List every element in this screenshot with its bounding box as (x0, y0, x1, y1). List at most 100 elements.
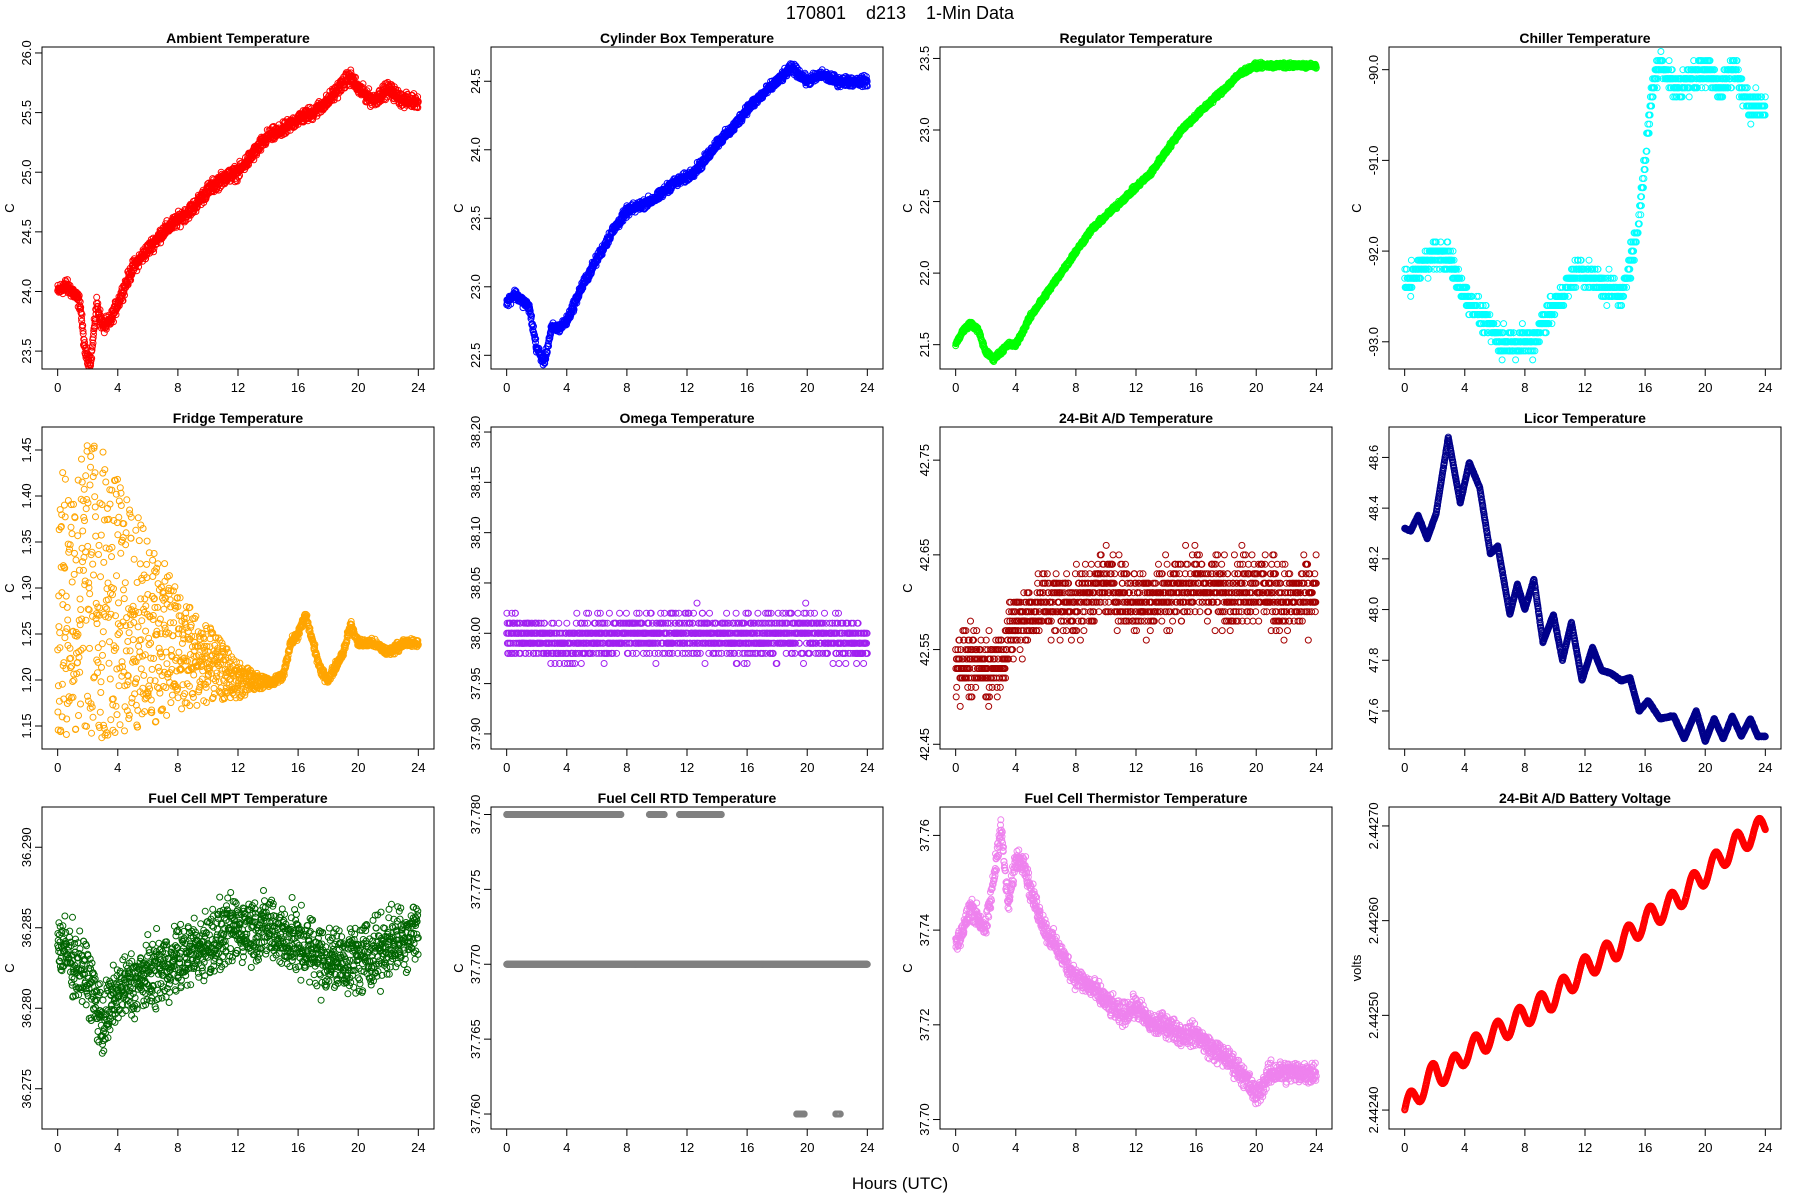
data-point (87, 359, 95, 367)
data-point (1426, 265, 1433, 273)
x-tick-label: 20 (1249, 380, 1263, 395)
data-point (93, 293, 101, 301)
x-tick-label: 8 (623, 380, 630, 395)
y-tick-label: 25.5 (19, 100, 34, 125)
panel-title: Regulator Temperature (1060, 30, 1213, 46)
data-point (330, 96, 338, 104)
y-tick-label: 24.5 (468, 69, 483, 94)
data-point (110, 318, 117, 326)
data-point (414, 98, 422, 105)
x-tick-label: 16 (1189, 380, 1203, 395)
data-point (89, 339, 97, 347)
data-point (1417, 274, 1424, 282)
data-point (1463, 283, 1471, 291)
y-tick-label: 21.5 (917, 332, 932, 357)
data-point (1477, 302, 1485, 309)
y-tick-label: 26.0 (19, 40, 34, 65)
data-point (1450, 256, 1458, 264)
x-tick-label: 12 (231, 380, 245, 395)
x-tick-label: 8 (1072, 380, 1079, 395)
x-tick-label: 24 (860, 380, 874, 395)
data-point (150, 245, 158, 253)
data-point (1444, 238, 1452, 246)
x-tick-label: 12 (1129, 380, 1143, 395)
data-point (89, 334, 97, 342)
data-point (528, 312, 535, 320)
data-point (574, 294, 582, 302)
data-point (76, 298, 84, 306)
data-point (150, 248, 158, 256)
data-point (1468, 292, 1476, 300)
data-point (1453, 265, 1460, 273)
data-point (133, 267, 141, 275)
data-point (1531, 347, 1539, 355)
data-point (81, 342, 89, 350)
data-point (863, 82, 871, 90)
data-point (1475, 292, 1483, 300)
plot-frame (939, 46, 1333, 370)
data-point (115, 302, 123, 310)
data-point (1500, 320, 1508, 328)
data-point (157, 239, 165, 247)
data-point (531, 331, 538, 339)
data-point (245, 161, 252, 169)
x-tick-label: 4 (1012, 380, 1019, 395)
data-point (90, 327, 98, 335)
data-point (1507, 329, 1515, 337)
data-point (862, 73, 870, 81)
y-axis-label: C (900, 203, 915, 212)
data-point (532, 335, 540, 343)
data-point (1529, 356, 1537, 364)
data-point (1407, 292, 1415, 300)
data-points (952, 58, 1320, 365)
data-point (299, 118, 307, 126)
data-point (1424, 274, 1432, 282)
x-tick-label: 24 (411, 380, 425, 395)
data-point (75, 297, 83, 305)
panel-title: Cylinder Box Temperature (600, 30, 774, 46)
data-point (77, 309, 85, 317)
data-point (1545, 320, 1553, 328)
data-points (1401, 48, 1769, 364)
x-tick-label: 16 (740, 380, 754, 395)
data-point (1432, 238, 1440, 246)
data-point (863, 81, 871, 89)
data-point (1481, 329, 1489, 337)
data-point (1498, 356, 1506, 364)
data-points (54, 66, 422, 369)
data-point (79, 327, 87, 335)
data-point (570, 306, 578, 314)
y-tick-label: 25.0 (19, 160, 34, 185)
y-tick-label: 24.5 (19, 219, 34, 244)
data-point (334, 94, 342, 102)
data-point (863, 78, 871, 86)
data-point (216, 184, 224, 192)
data-point (1455, 265, 1462, 273)
data-point (1449, 247, 1457, 255)
data-point (75, 292, 83, 299)
x-tick-label: 8 (174, 380, 181, 395)
data-point (1486, 311, 1494, 319)
x-tick-label: 0 (503, 380, 510, 395)
y-tick-label: 22.0 (917, 260, 932, 285)
data-point (1312, 64, 1320, 71)
y-tick-label: 24.0 (468, 137, 483, 162)
data-point (78, 314, 85, 322)
x-tick-label: 4 (563, 380, 570, 395)
data-point (1479, 302, 1487, 309)
data-point (359, 80, 367, 88)
data-point (135, 263, 143, 271)
data-point (1407, 256, 1415, 264)
y-axis-label: C (2, 203, 17, 212)
data-point (1535, 338, 1543, 346)
data-point (88, 346, 96, 354)
data-point (127, 276, 135, 284)
data-point (74, 290, 82, 298)
data-point (527, 311, 535, 319)
x-tick-label: 24 (1309, 380, 1323, 395)
